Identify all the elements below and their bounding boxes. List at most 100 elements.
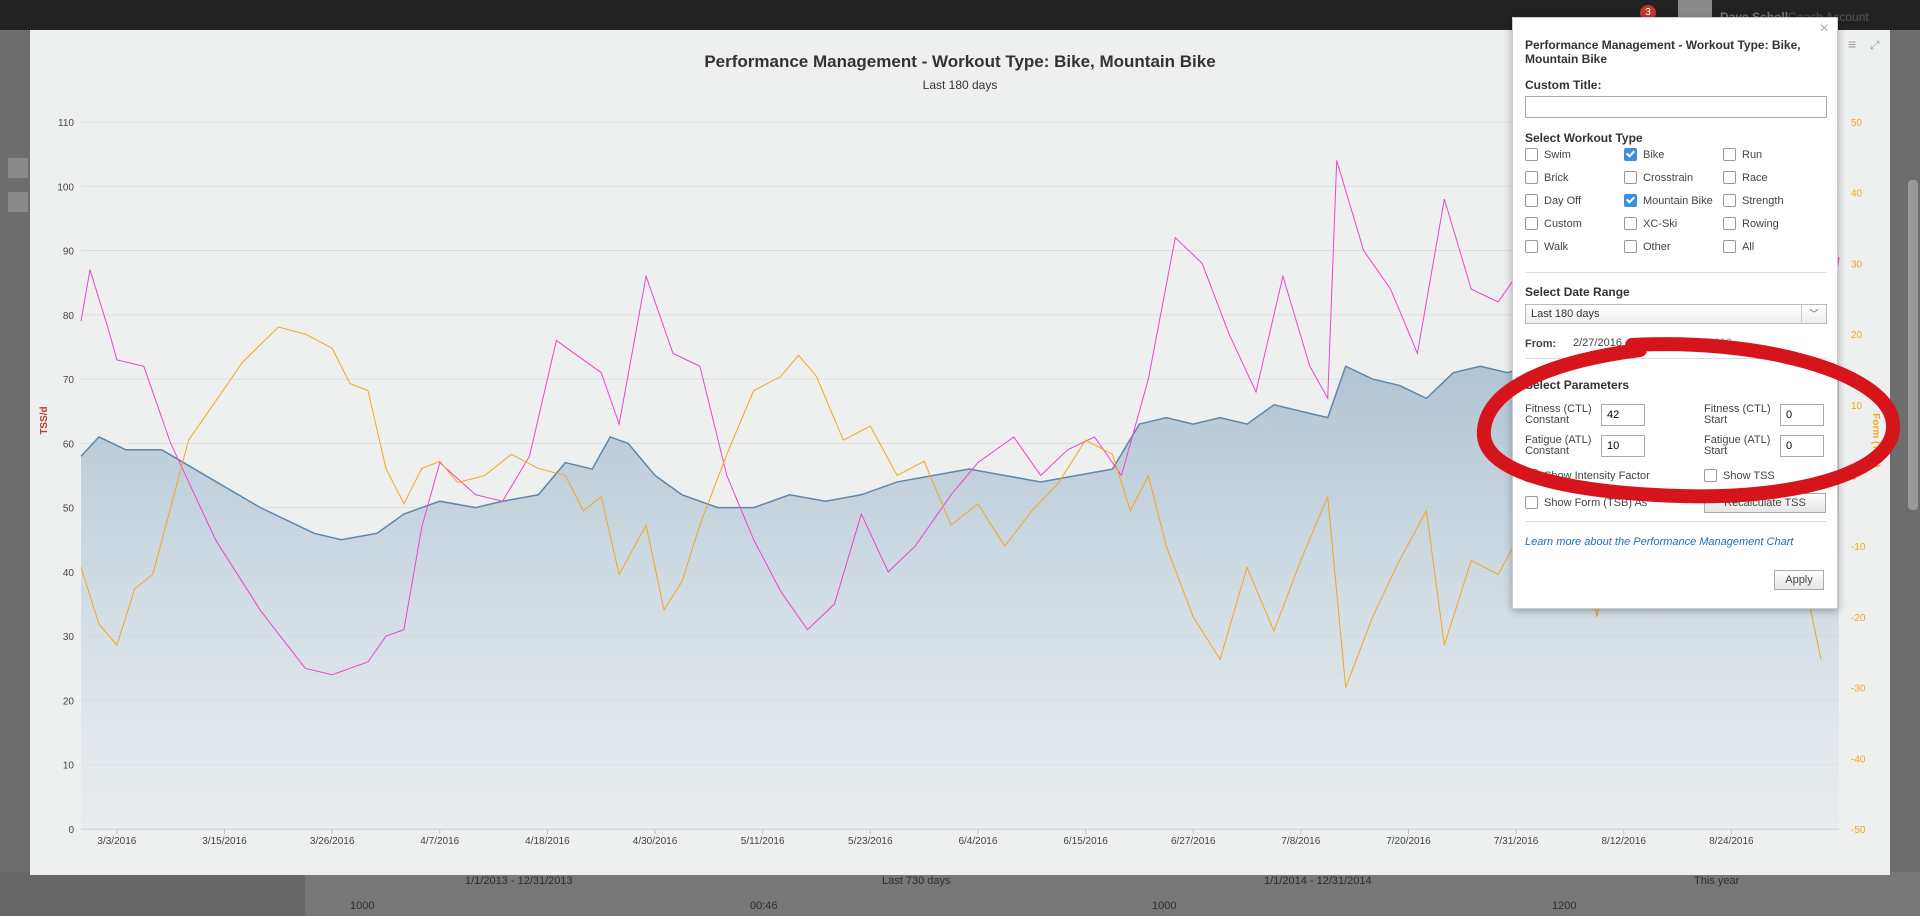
y-tick-label: 110 bbox=[58, 118, 74, 129]
close-icon[interactable]: × bbox=[1819, 20, 1829, 37]
date-range-value: Last 180 days bbox=[1531, 308, 1600, 320]
strip-value: 1200 bbox=[1552, 900, 1577, 912]
x-tick-label: 6/27/2016 bbox=[1171, 836, 1216, 847]
to-date-field[interactable]: 8/24/2016 bbox=[1683, 337, 1732, 349]
x-tick-label: 3/15/2016 bbox=[202, 836, 247, 847]
custom-title-input[interactable] bbox=[1525, 96, 1827, 118]
workout-type-mountain-bike-checkbox[interactable]: Mountain Bike bbox=[1624, 194, 1713, 207]
strip-value: 00:46 bbox=[750, 900, 778, 912]
x-tick-label: 7/20/2016 bbox=[1386, 836, 1431, 847]
x-tick-label: 3/3/2016 bbox=[97, 836, 136, 847]
workout-type-swim-checkbox[interactable]: Swim bbox=[1525, 148, 1571, 161]
ctl-constant-input[interactable] bbox=[1601, 404, 1645, 426]
x-tick-label: 5/23/2016 bbox=[848, 836, 893, 847]
y2-tick-label: 20 bbox=[1851, 330, 1863, 341]
hamburger-icon[interactable]: ≡ bbox=[1848, 36, 1857, 52]
parameters-heading: Select Parameters bbox=[1525, 378, 1630, 392]
atl-constant-input[interactable] bbox=[1601, 435, 1645, 457]
y-tick-label: 100 bbox=[57, 182, 74, 193]
fitness-area bbox=[81, 359, 1839, 829]
x-tick-label: 7/31/2016 bbox=[1494, 836, 1539, 847]
y2-tick-label: -40 bbox=[1851, 754, 1866, 765]
background-sidebar-icons bbox=[0, 150, 30, 230]
y2-tick-label: -50 bbox=[1851, 825, 1866, 836]
background-dashboard-strip: 1/1/2013 - 12/31/2013 Last 730 days 1/1/… bbox=[0, 872, 1920, 916]
atl-start-label: Fatigue (ATL) Start bbox=[1704, 434, 1771, 457]
strip-value: 1000 bbox=[1152, 900, 1177, 912]
dashboard-icon bbox=[8, 158, 28, 178]
x-tick-label: 8/12/2016 bbox=[1601, 836, 1646, 847]
bar-chart-icon bbox=[8, 192, 28, 212]
to-label: To: bbox=[1663, 337, 1678, 349]
y2-tick-label: 30 bbox=[1851, 259, 1863, 270]
y-tick-label: 30 bbox=[63, 632, 75, 643]
y2-tick-label: -20 bbox=[1851, 613, 1866, 624]
show-form-checkbox[interactable]: Show Form (TSB) As bbox=[1525, 496, 1647, 509]
y2-tick-label: -30 bbox=[1851, 684, 1866, 695]
workout-type-custom-checkbox[interactable]: Custom bbox=[1525, 217, 1582, 230]
show-intensity-factor-checkbox[interactable]: Show Intensity Factor bbox=[1525, 469, 1650, 482]
strip-label: Last 730 days bbox=[882, 875, 951, 887]
x-tick-label: 4/7/2016 bbox=[420, 836, 459, 847]
strip-label: 1/1/2014 - 12/31/2014 bbox=[1264, 875, 1372, 887]
y2-tick-label: 10 bbox=[1851, 401, 1863, 412]
expand-icon[interactable]: ⤢ bbox=[1870, 38, 1880, 52]
x-tick-label: 3/26/2016 bbox=[310, 836, 355, 847]
chevron-down-icon: ﹀ bbox=[1801, 305, 1826, 323]
chart-subtitle: Last 180 days bbox=[922, 78, 998, 92]
y-tick-label: 10 bbox=[63, 761, 75, 772]
show-tss-checkbox[interactable]: Show TSS bbox=[1704, 469, 1775, 482]
apply-button[interactable]: Apply bbox=[1774, 570, 1824, 590]
scrollbar[interactable] bbox=[1908, 180, 1918, 510]
workout-type-walk-checkbox[interactable]: Walk bbox=[1525, 240, 1568, 253]
workout-type-xc-ski-checkbox[interactable]: XC-Ski bbox=[1624, 217, 1677, 230]
x-tick-label: 5/11/2016 bbox=[741, 836, 785, 847]
atl-start-input[interactable] bbox=[1780, 435, 1824, 457]
strip-label: 1/1/2013 - 12/31/2013 bbox=[465, 875, 573, 887]
workout-type-rowing-checkbox[interactable]: Rowing bbox=[1723, 217, 1779, 230]
date-range-heading: Select Date Range bbox=[1525, 285, 1630, 299]
top-nav-bar: 3 Dave Scholl Coach Account bbox=[0, 0, 1920, 30]
workout-type-race-checkbox[interactable]: Race bbox=[1723, 171, 1768, 184]
date-range-select[interactable]: Last 180 days ﹀ bbox=[1525, 304, 1827, 324]
x-tick-label: 7/8/2016 bbox=[1281, 836, 1320, 847]
workout-type-day-off-checkbox[interactable]: Day Off bbox=[1525, 194, 1581, 207]
learn-more-link[interactable]: Learn more about the Performance Managem… bbox=[1525, 536, 1794, 548]
recalculate-tss-button[interactable]: Recalculate TSS bbox=[1704, 493, 1826, 513]
workout-type-brick-checkbox[interactable]: Brick bbox=[1525, 171, 1568, 184]
y-tick-label: 70 bbox=[63, 375, 75, 386]
y2-tick-label: -10 bbox=[1851, 542, 1866, 553]
workout-type-heading: Select Workout Type bbox=[1525, 131, 1643, 145]
strip-value: 1000 bbox=[350, 900, 375, 912]
custom-title-label: Custom Title: bbox=[1525, 78, 1602, 92]
from-date-field[interactable]: 2/27/2016 bbox=[1573, 337, 1622, 349]
y2-axis-label: Form (TSB) bbox=[1870, 413, 1881, 467]
workout-type-bike-checkbox[interactable]: Bike bbox=[1624, 148, 1664, 161]
workout-type-all-checkbox[interactable]: All bbox=[1723, 240, 1754, 253]
workout-type-crosstrain-checkbox[interactable]: Crosstrain bbox=[1624, 171, 1693, 184]
y-tick-label: 80 bbox=[63, 311, 75, 322]
panel-title: Performance Management - Workout Type: B… bbox=[1525, 38, 1801, 66]
workout-type-strength-checkbox[interactable]: Strength bbox=[1723, 194, 1784, 207]
x-tick-label: 4/18/2016 bbox=[525, 836, 570, 847]
ctl-start-label: Fitness (CTL) Start bbox=[1704, 403, 1771, 426]
y-tick-label: 0 bbox=[68, 825, 74, 836]
x-tick-label: 8/24/2016 bbox=[1709, 836, 1754, 847]
y2-tick-label: 0 bbox=[1851, 472, 1857, 483]
y-tick-label: 90 bbox=[63, 247, 75, 258]
chart-settings-panel: × Performance Management - Workout Type:… bbox=[1512, 17, 1838, 609]
y-tick-label: 20 bbox=[63, 696, 75, 707]
y-tick-label: 60 bbox=[63, 439, 75, 450]
workout-type-run-checkbox[interactable]: Run bbox=[1723, 148, 1762, 161]
y2-tick-label: 50 bbox=[1851, 118, 1863, 129]
y-tick-label: 40 bbox=[63, 568, 75, 579]
x-tick-label: 6/15/2016 bbox=[1063, 836, 1108, 847]
ctl-start-input[interactable] bbox=[1780, 404, 1824, 426]
x-tick-label: 6/4/2016 bbox=[958, 836, 997, 847]
workout-type-other-checkbox[interactable]: Other bbox=[1624, 240, 1671, 253]
y2-tick-label: 40 bbox=[1851, 189, 1863, 200]
x-tick-label: 4/30/2016 bbox=[633, 836, 678, 847]
atl-constant-label: Fatigue (ATL) Constant bbox=[1525, 434, 1592, 457]
strip-label: This year bbox=[1694, 875, 1740, 887]
ctl-constant-label: Fitness (CTL) Constant bbox=[1525, 403, 1592, 426]
